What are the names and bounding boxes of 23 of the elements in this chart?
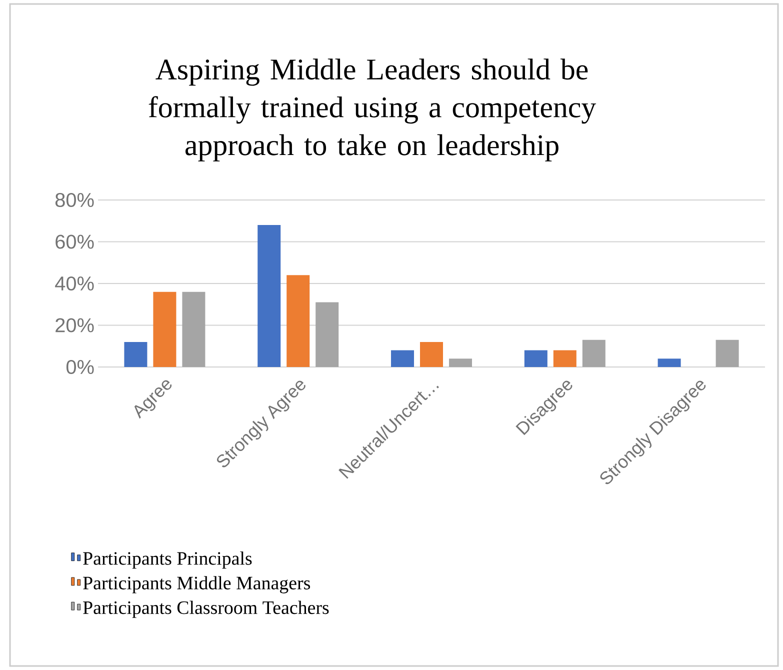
bar [258, 225, 281, 367]
bar [391, 350, 414, 367]
bar [553, 350, 576, 367]
bar [286, 275, 310, 367]
y-tick-label: 60% [56, 234, 94, 249]
y-tick-label: 0% [66, 360, 94, 374]
legend-label: Participants Classroom Teachers [83, 600, 329, 618]
bar [153, 292, 176, 367]
bar [524, 350, 548, 367]
y-tick-label: 20% [56, 318, 94, 332]
y-tick-label: 80% [55, 192, 94, 208]
bar [316, 302, 339, 367]
legend-label: Participants Principals [83, 552, 252, 569]
legend-label: Participants Middle Managers [83, 576, 310, 594]
y-tick-label: 40% [55, 276, 94, 291]
bar [420, 342, 444, 367]
bar [182, 292, 206, 367]
bar [716, 340, 739, 367]
chart-title: Aspiring Middle Leaders should be formally trained using a competency approach to take on leadership [148, 58, 596, 162]
bar [124, 342, 148, 367]
bar [582, 340, 606, 367]
bar [658, 358, 681, 367]
bar [449, 358, 472, 367]
